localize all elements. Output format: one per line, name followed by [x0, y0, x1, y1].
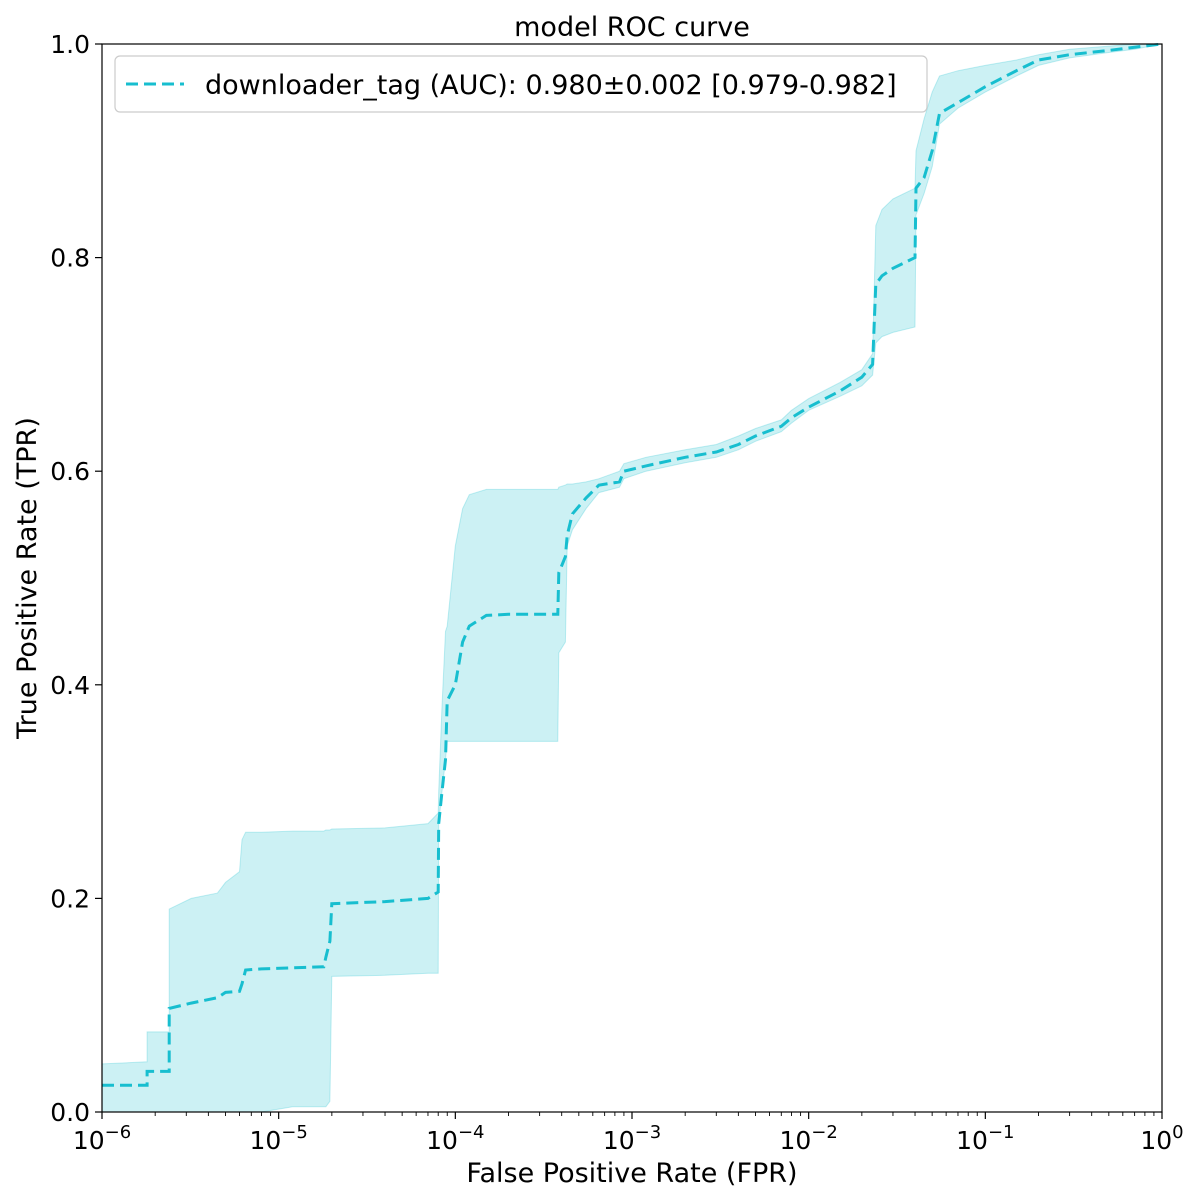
- y-tick-label: 0.4: [50, 671, 90, 700]
- y-tick-label: 0.6: [50, 457, 90, 486]
- y-tick-label: 1.0: [50, 30, 90, 59]
- plot-area: [101, 42, 1163, 1113]
- x-tick-label: 10−1: [956, 1122, 1014, 1155]
- x-tick-label: 10−5: [249, 1122, 307, 1155]
- y-axis-label: True Positive Rate (TPR): [12, 417, 43, 740]
- y-axis: 0.0 0.2 0.4 0.6 0.8 1.0: [50, 30, 102, 1127]
- x-tick-label: 10−3: [603, 1122, 661, 1155]
- x-axis: 10−6 10−5 10−4 10−3 10−2 10−1 100: [73, 1112, 1184, 1155]
- roc-series-line: [102, 42, 1163, 1087]
- x-tick-label: 10−6: [73, 1122, 131, 1155]
- legend-label: downloader_tag (AUC): 0.980±0.002 [0.979…: [205, 70, 897, 101]
- legend-box: [114, 55, 928, 113]
- confidence-band: [101, 43, 1163, 1113]
- x-axis-label: False Positive Rate (FPR): [466, 1158, 797, 1189]
- x-tick-label: 100: [1140, 1122, 1183, 1155]
- y-tick-label: 0.8: [50, 244, 90, 273]
- x-tick-label: 10−2: [779, 1122, 837, 1155]
- y-tick-label: 0.2: [50, 884, 90, 913]
- chart-title: model ROC curve: [514, 12, 750, 43]
- y-tick-label: 0.0: [50, 1098, 90, 1127]
- legend: downloader_tag (AUC): 0.980±0.002 [0.979…: [114, 55, 928, 113]
- x-tick-label: 10−4: [426, 1122, 484, 1155]
